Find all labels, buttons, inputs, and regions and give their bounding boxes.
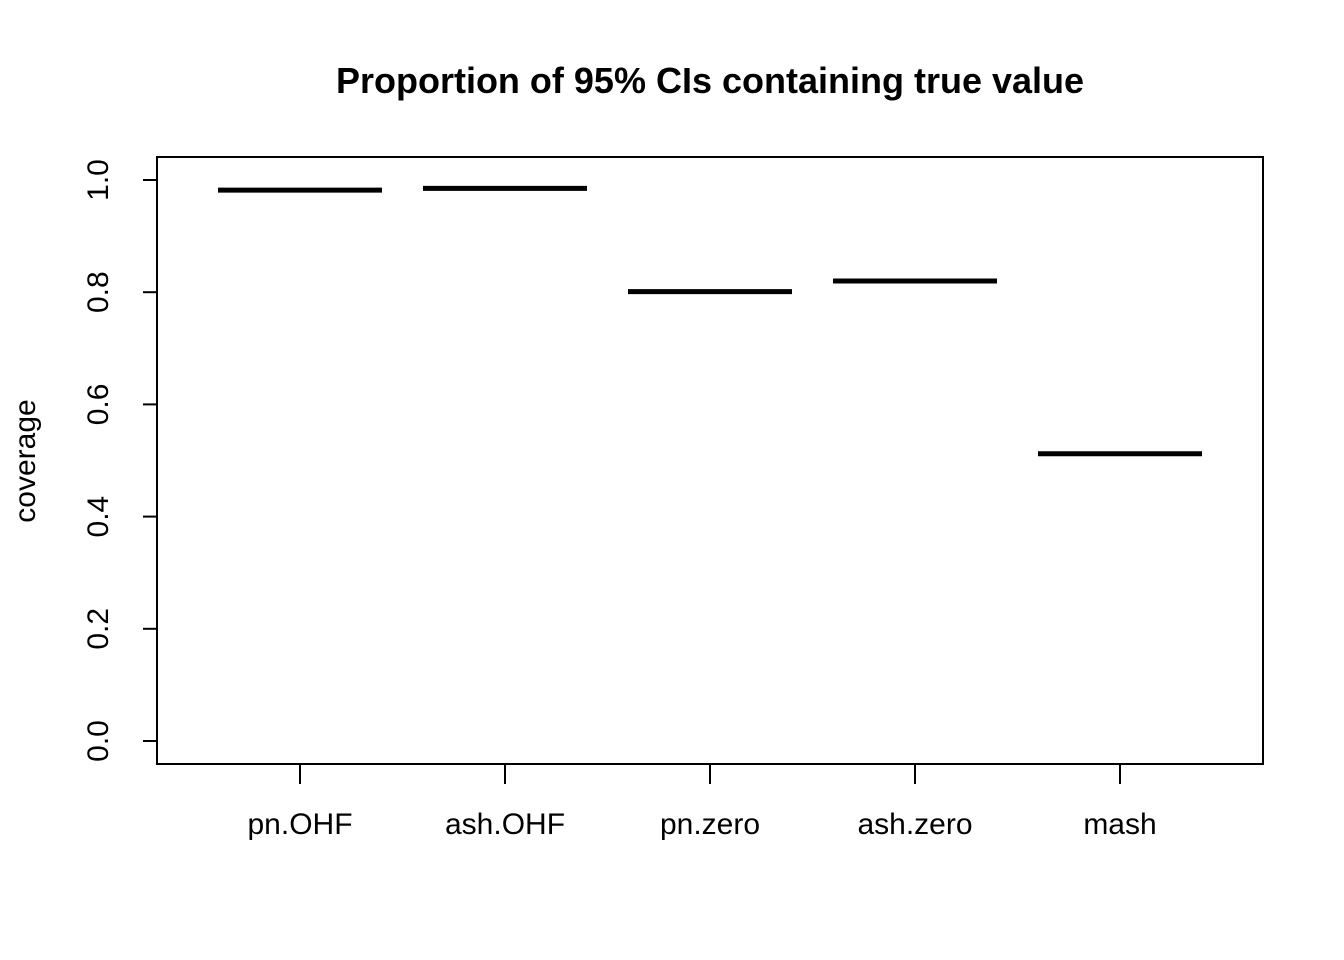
y-tick-label: 0.4	[82, 496, 115, 538]
x-tick-label: ash.OHF	[445, 808, 565, 841]
x-tick-label: pn.zero	[660, 808, 760, 841]
x-axis: pn.OHF ash.OHF pn.zero ash.zero mash	[247, 763, 1157, 841]
x-tick-label: ash.zero	[857, 808, 972, 841]
y-axis: 0.0 0.2 0.4 0.6 0.8 1.0	[82, 159, 158, 762]
chart-title: Proportion of 95% CIs containing true va…	[336, 60, 1084, 101]
y-tick-label: 1.0	[82, 159, 115, 201]
y-tick-label: 0.0	[82, 720, 115, 762]
y-axis-label: coverage	[9, 399, 42, 522]
data-marks	[218, 185, 1202, 457]
x-tick-label: pn.OHF	[247, 808, 352, 841]
y-tick-label: 0.8	[82, 271, 115, 313]
y-tick-label: 0.2	[82, 608, 115, 650]
x-tick-label: mash	[1083, 808, 1156, 841]
y-tick-label: 0.6	[82, 384, 115, 426]
plot-frame	[156, 156, 1264, 765]
